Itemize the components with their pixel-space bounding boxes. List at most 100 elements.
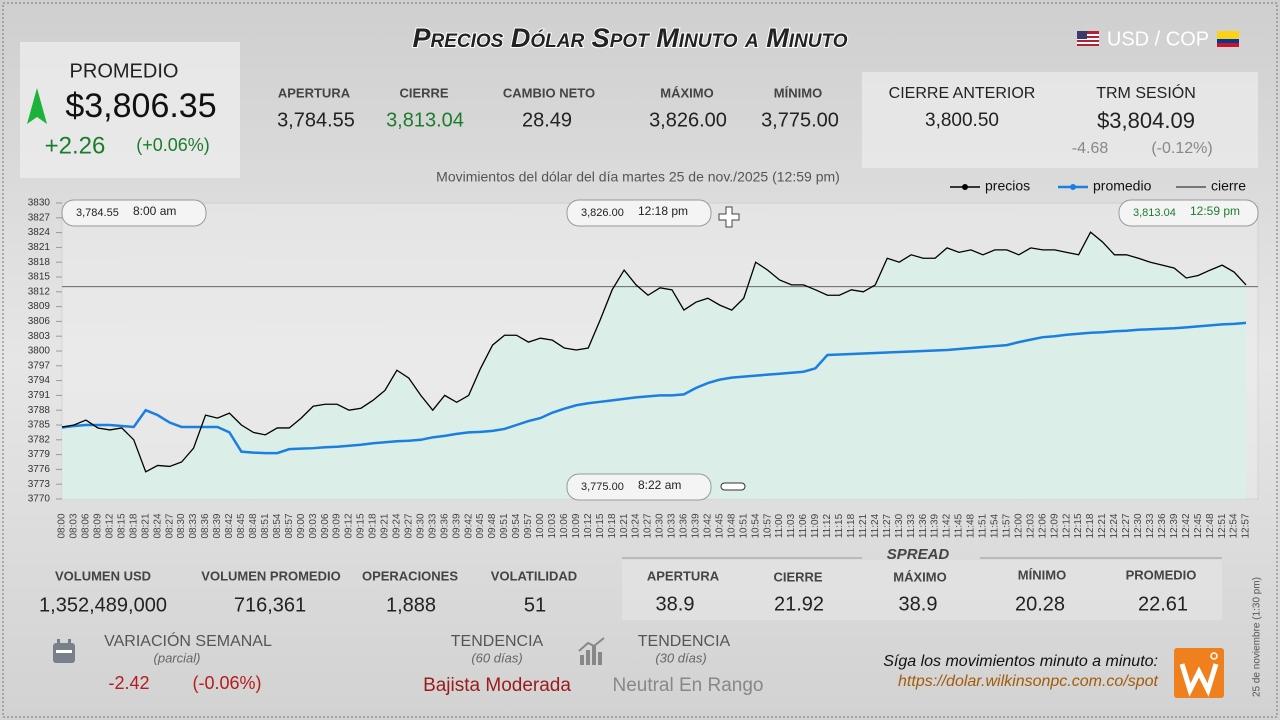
footer-prompt: Síga los movimientos minuto a minuto: [883, 653, 1158, 670]
x-tick-label: 12:09 [1049, 513, 1060, 538]
stat-label: APERTURA [278, 85, 351, 100]
x-tick-label: 08:00 [57, 513, 68, 538]
x-tick-label: 10:54 [750, 513, 761, 538]
annotation-box [566, 199, 712, 227]
x-tick-label: 09:18 [368, 513, 379, 538]
calendar-icon [53, 639, 75, 663]
promedio-change: +2.26 [45, 132, 106, 159]
x-tick-label: 11:45 [954, 513, 965, 538]
x-tick-label: 10:21 [619, 513, 630, 538]
stat-label: MÍNIMO [774, 85, 822, 100]
annotation-box [1118, 199, 1259, 227]
x-tick-label: 11:57 [1001, 513, 1012, 538]
trend-label: TENDENCIA [451, 633, 544, 650]
trend-value: Bajista Moderada [423, 675, 571, 696]
x-tick-label: 08:54 [272, 513, 283, 538]
y-tick-label: 3773 [28, 479, 51, 490]
x-tick-label: 08:18 [128, 513, 139, 538]
x-tick-label: 08:03 [69, 513, 80, 538]
annotation-time: 12:59 pm [1190, 204, 1240, 218]
x-tick-label: 09:21 [380, 513, 391, 538]
x-tick-label: 11:54 [990, 513, 1001, 538]
area [62, 232, 1247, 499]
x-tick-label: 12:15 [1073, 513, 1084, 538]
currency-pair: USD / COP [1107, 28, 1209, 50]
x-tick-label: 11:15 [834, 513, 845, 538]
stat-value: 3,775.00 [761, 109, 839, 131]
y-tick-label: 3794 [28, 375, 51, 386]
y-tick-label: 3800 [28, 346, 51, 357]
y-tick-label: 3770 [28, 494, 51, 505]
x-tick-label: 10:51 [738, 513, 749, 538]
x-tick-label: 09:39 [451, 513, 462, 538]
line [61, 321, 1247, 455]
legend-label: cierre [1211, 178, 1246, 194]
y-tick-label: 3815 [28, 272, 51, 283]
stat-value: 28.49 [522, 109, 572, 131]
stat-value: 3,826.00 [649, 109, 727, 131]
weekly-label: VARIACIÓN SEMANAL [104, 631, 272, 650]
x-tick-label: 08:33 [188, 513, 199, 538]
x-tick-label: 10:42 [702, 513, 713, 538]
chart-subtitle: Movimientos del dólar del día martes 25 … [436, 169, 840, 185]
legend-dot [1070, 184, 1076, 190]
x-tick-label: 12:42 [1181, 513, 1192, 538]
line [61, 231, 1247, 473]
x-tick-label: 10:45 [714, 513, 725, 538]
trend-label: TENDENCIA [638, 633, 731, 650]
trm-change: -4.68 [1072, 140, 1109, 157]
x-tick-label: 08:30 [176, 513, 187, 538]
previous-value: 3,800.50 [925, 110, 999, 131]
x-tick-label: 09:27 [403, 513, 414, 538]
trend-period: (60 días) [471, 650, 522, 665]
weekly-change: -2.42 [108, 673, 149, 693]
trend-icon [578, 637, 605, 665]
promedio-box [20, 42, 240, 178]
volume-value: 1,352,489,000 [39, 594, 167, 616]
x-tick-label: 12:48 [1205, 513, 1216, 538]
x-tick-label: 11:36 [918, 513, 929, 538]
x-tick-label: 10:03 [547, 513, 558, 538]
y-tick-label: 3830 [28, 198, 51, 209]
x-tick-label: 12:39 [1169, 513, 1180, 538]
stat-label: CIERRE [399, 85, 448, 100]
footer-link[interactable]: https://dolar.wilkinsonpc.com.co/spot [898, 673, 1159, 690]
x-tick-label: 08:21 [140, 513, 151, 538]
title: Precios Dólar Spot Minuto a Minuto [413, 23, 848, 53]
trend-value: Neutral En Rango [612, 675, 763, 696]
x-tick-label: 11:24 [870, 513, 881, 538]
x-tick-label: 08:24 [152, 513, 163, 538]
annotation-time: 12:18 pm [638, 204, 688, 218]
legend-dot [962, 184, 968, 190]
annotation-value: 3,784.55 [76, 207, 119, 219]
x-tick-label: 11:21 [858, 513, 869, 538]
y-tick-label: 3809 [28, 301, 51, 312]
y-tick-label: 3791 [28, 390, 51, 401]
x-tick-label: 08:12 [104, 513, 115, 538]
pill-icon [720, 482, 746, 491]
x-tick-label: 10:09 [571, 513, 582, 538]
crosshair-icon [718, 206, 740, 228]
x-tick-label: 10:00 [535, 513, 546, 538]
x-tick-label: 12:03 [1025, 513, 1036, 538]
stat-value: 3,784.55 [277, 109, 355, 131]
y-tick-label: 3782 [28, 434, 51, 445]
x-tick-label: 09:06 [320, 513, 331, 538]
x-tick-label: 12:06 [1037, 513, 1048, 538]
y-tick-label: 3818 [28, 257, 51, 268]
trm-change-pct: (-0.12%) [1151, 140, 1212, 157]
trm-label: TRM SESIÓN [1096, 83, 1196, 102]
x-tick-label: 11:51 [978, 513, 989, 538]
spread-value: 21.92 [774, 593, 824, 615]
x-tick-label: 08:09 [93, 513, 104, 538]
x-tick-label: 08:36 [200, 513, 211, 538]
x-tick-label: 12:36 [1157, 513, 1168, 538]
footer-timestamp: 25 de noviembre (1:30 pm) [1252, 577, 1263, 697]
y-tick-label: 3803 [28, 331, 51, 342]
spread-value: 38.9 [656, 593, 695, 615]
x-tick-label: 09:03 [308, 513, 319, 538]
y-tick-label: 3797 [28, 360, 51, 371]
trend-period: (30 días) [655, 650, 706, 665]
